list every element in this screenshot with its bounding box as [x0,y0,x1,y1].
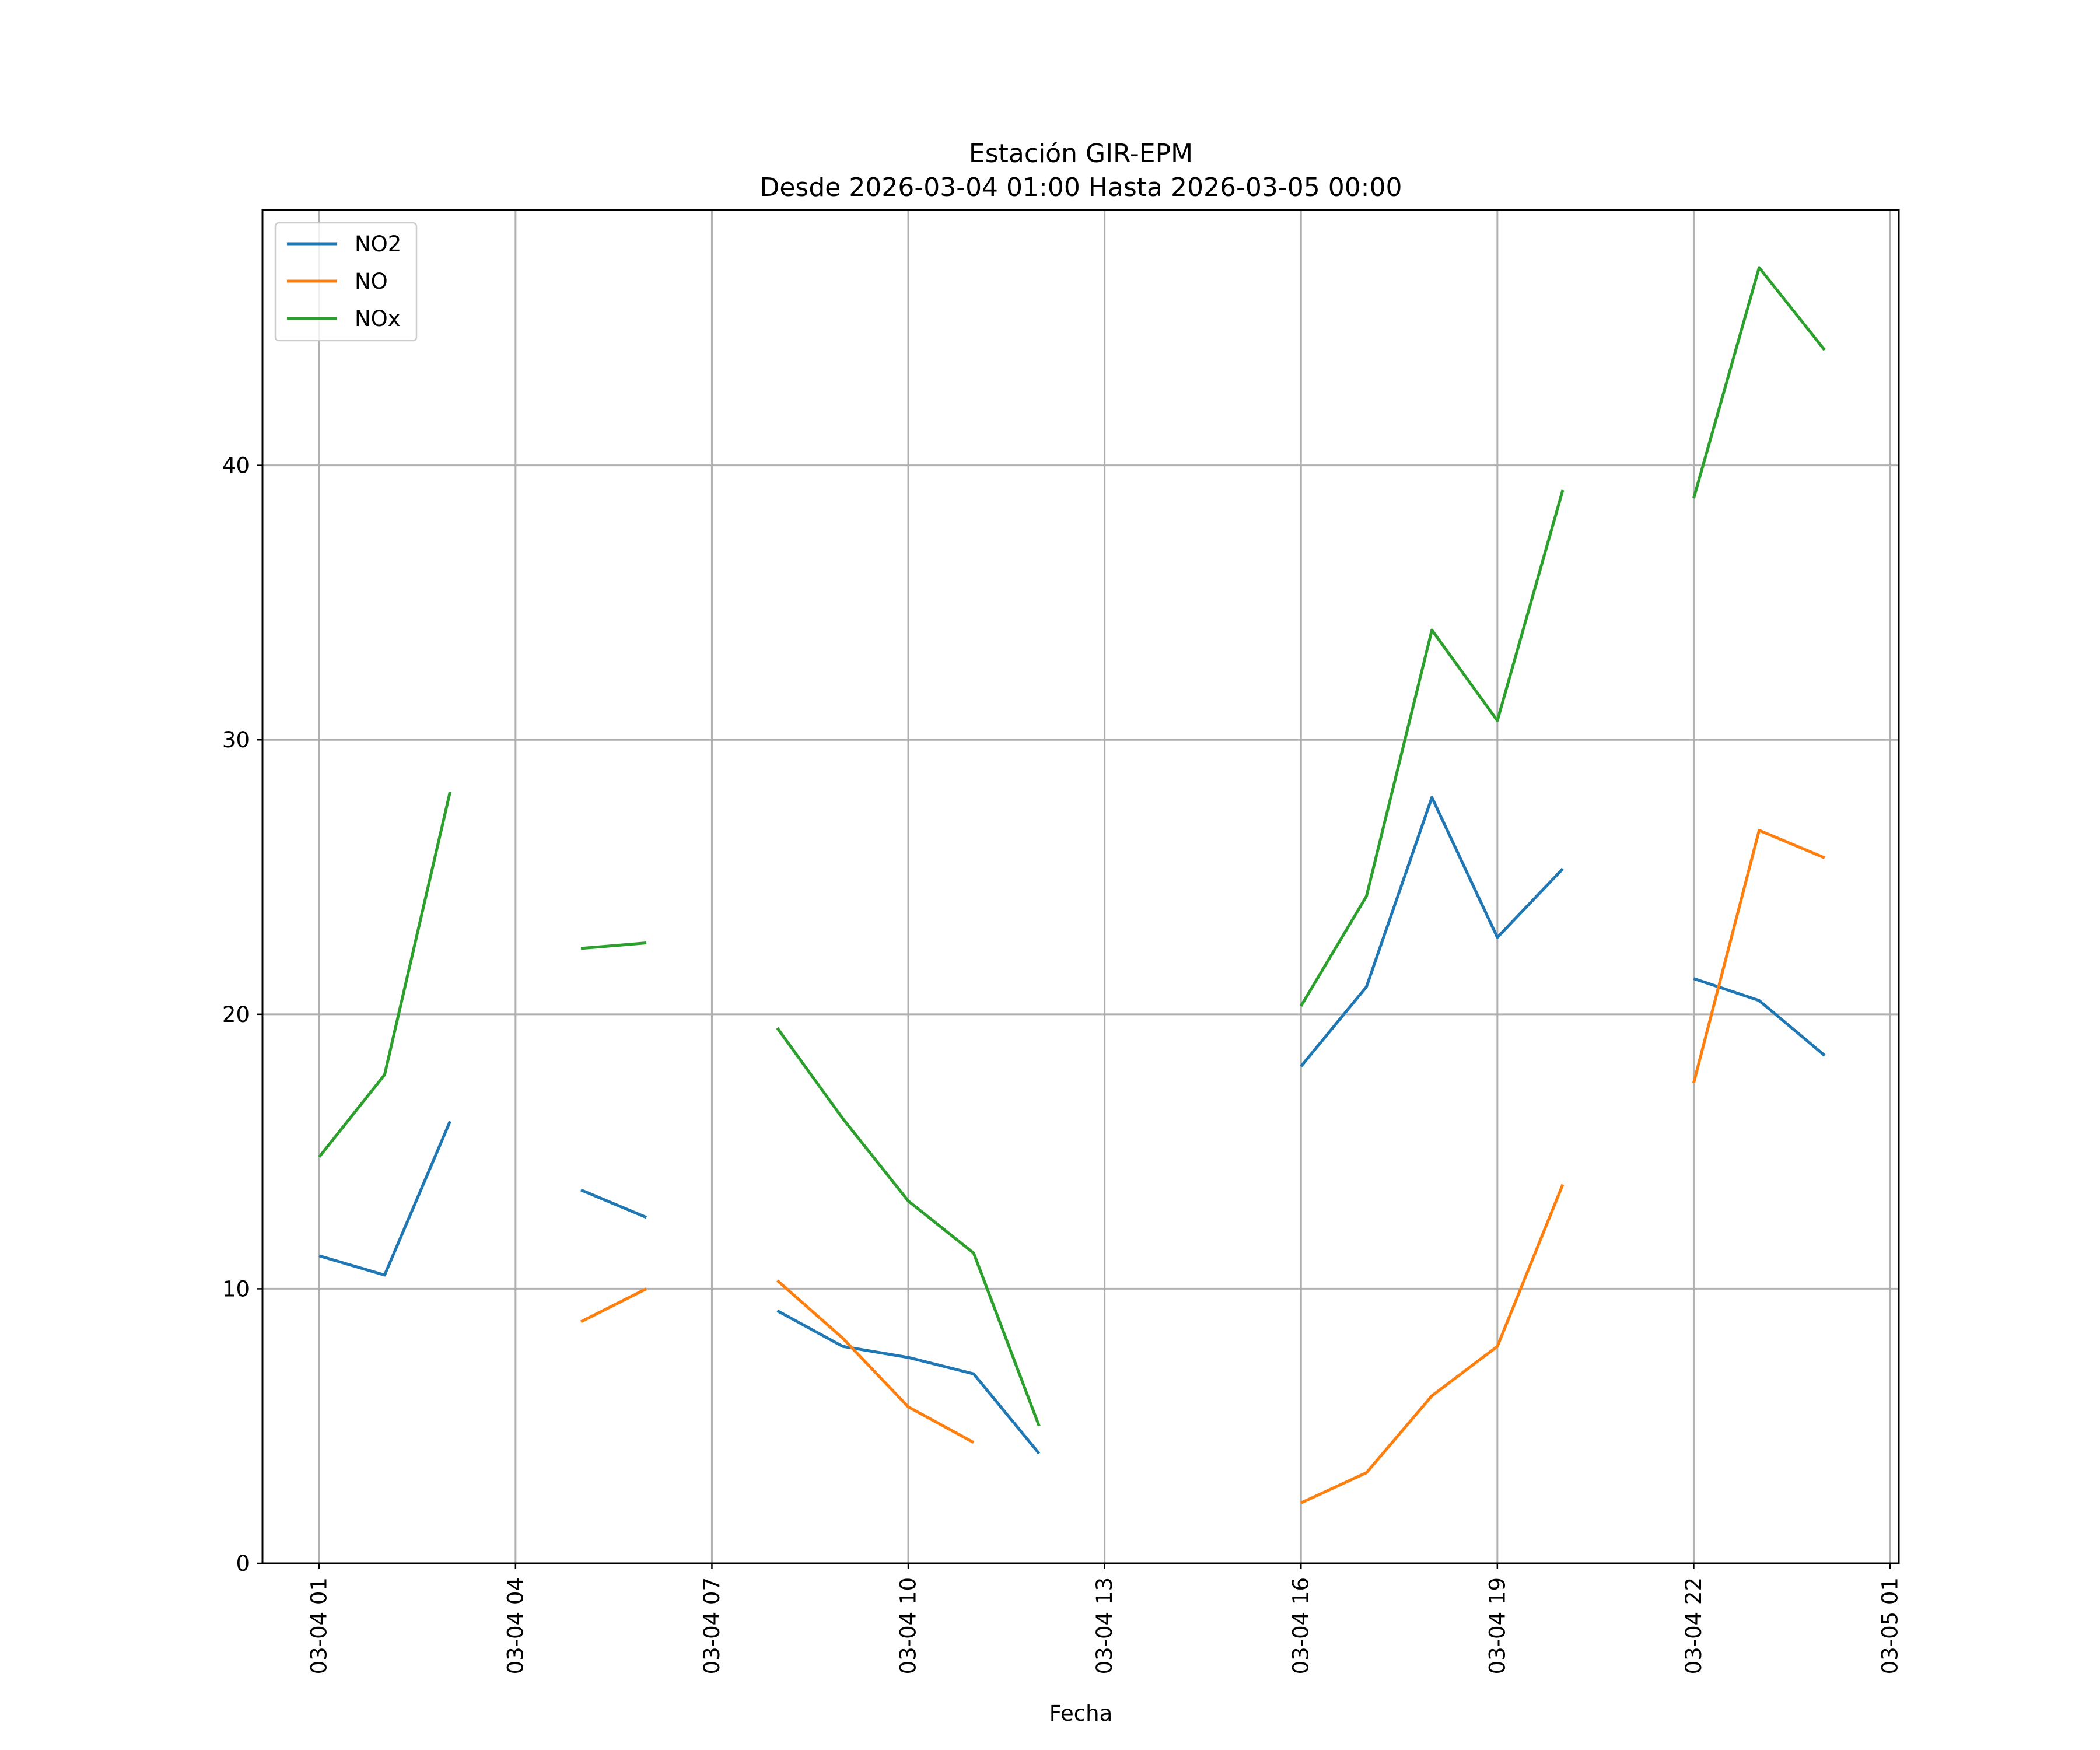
x-tick-label: 03-04 04 [503,1577,528,1674]
y-tick-label: 30 [222,727,250,752]
legend-label-no2: NO2 [355,232,401,257]
x-tick-label: 03-04 10 [896,1577,921,1674]
legend-items: NO2 NO NOx [287,232,401,331]
y-tick-label: 40 [222,453,250,478]
x-axis-ticks: 03-04 01 03-04 04 03-04 07 03-04 10 03-04 13… [307,1563,1903,1674]
x-tick-label: 03-04 19 [1485,1577,1510,1674]
series-line-nox [318,266,1826,1427]
legend-label-no: NO [355,269,388,294]
grid-lines [262,210,1899,1564]
x-tick-label: 03-04 22 [1681,1577,1706,1674]
series-lines [318,266,1826,1504]
x-tick-label: 03-04 13 [1092,1577,1117,1674]
legend-label-nox: NOx [355,306,401,331]
series-line-no2 [318,796,1826,1455]
x-tick-label: 03-04 01 [307,1577,332,1674]
y-axis-ticks: 0 10 20 30 40 [222,453,262,1576]
series-line-no [580,829,1825,1504]
y-tick-label: 0 [236,1551,250,1576]
x-axis-label: Fecha [1049,1701,1113,1726]
x-tick-label: 03-04 16 [1289,1577,1314,1674]
legend: NO2 NO NOx [274,222,418,342]
chart-title: Estación GIR-EPM [969,139,1193,169]
legend-box [274,222,418,342]
chart-subtitle: Desde 2026-03-04 01:00 Hasta 2026-03-05 … [760,173,1402,202]
x-tick-label: 03-05 01 [1878,1577,1903,1674]
x-tick-label: 03-04 07 [699,1577,724,1674]
y-tick-label: 20 [222,1002,250,1027]
y-tick-label: 10 [222,1276,250,1301]
plot-frame [261,209,1900,1564]
